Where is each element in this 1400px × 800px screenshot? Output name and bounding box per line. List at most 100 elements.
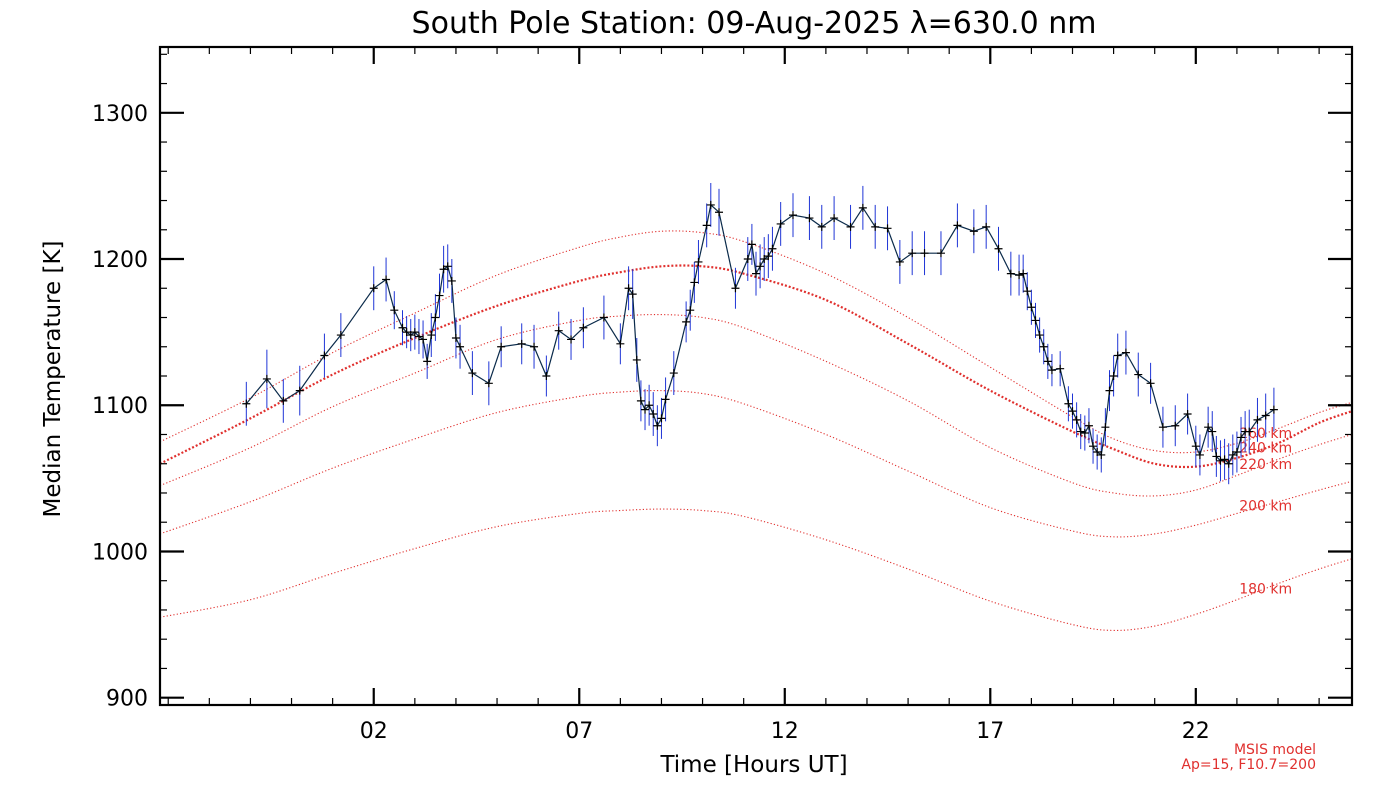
- data-point: [1228, 450, 1237, 459]
- data-point: [1261, 411, 1270, 420]
- data-point: [423, 357, 432, 366]
- x-tick-label: 17: [976, 719, 1004, 744]
- model-label-180-km: 180 km: [1239, 581, 1292, 597]
- data-point: [641, 405, 650, 414]
- data-point: [599, 313, 608, 322]
- data-point: [669, 369, 678, 378]
- data-point: [661, 395, 670, 404]
- x-tick-label: 22: [1182, 719, 1210, 744]
- data-point: [414, 332, 423, 341]
- data-point: [624, 284, 633, 293]
- data-point: [908, 249, 917, 258]
- data-point: [1097, 450, 1106, 459]
- data-point: [1019, 269, 1028, 278]
- data-point: [628, 290, 637, 299]
- data-point: [632, 355, 641, 364]
- data-point: [443, 262, 452, 271]
- data-point: [1232, 448, 1241, 457]
- data-point: [743, 255, 752, 264]
- data-point: [390, 306, 399, 315]
- x-tick-label: 07: [565, 719, 593, 744]
- data-point: [1237, 433, 1246, 442]
- data-point: [435, 291, 444, 300]
- data-point: [1105, 386, 1114, 395]
- data-point: [1224, 459, 1233, 468]
- observation-series: [242, 182, 1278, 485]
- y-tick-label: 900: [106, 687, 148, 712]
- data-point: [1158, 423, 1167, 432]
- data-point: [1006, 269, 1015, 278]
- data-point: [1047, 366, 1056, 375]
- y-axis-label: Median Temperature [K]: [40, 241, 66, 518]
- data-point: [1023, 287, 1032, 296]
- data-point: [694, 257, 703, 266]
- data-point: [649, 410, 658, 419]
- data-point: [756, 262, 765, 271]
- data-point: [846, 222, 855, 231]
- data-point: [788, 211, 797, 220]
- data-point: [1171, 421, 1180, 430]
- data-point: [456, 342, 465, 351]
- data-point: [1245, 427, 1254, 436]
- data-point: [1195, 450, 1204, 459]
- data-point: [567, 335, 576, 344]
- data-point: [1035, 331, 1044, 340]
- data-point: [858, 203, 867, 212]
- data-point: [451, 333, 460, 342]
- data-point: [895, 257, 904, 266]
- data-point: [776, 219, 785, 228]
- data-point: [382, 275, 391, 284]
- data-point: [439, 265, 448, 274]
- data-point: [1068, 407, 1077, 416]
- data-point: [760, 255, 769, 264]
- data-point: [530, 342, 539, 351]
- data-point: [431, 313, 440, 322]
- data-point: [982, 222, 991, 231]
- data-point: [1089, 442, 1098, 451]
- data-point: [871, 222, 880, 231]
- data-point: [1064, 399, 1073, 408]
- data-point: [295, 386, 304, 395]
- data-point: [994, 244, 1003, 253]
- data-point: [715, 208, 724, 217]
- data-point: [1072, 415, 1081, 424]
- data-point: [764, 252, 773, 261]
- observation-line: [245, 203, 1275, 465]
- data-point: [1109, 372, 1118, 380]
- y-tick-label: 1200: [92, 248, 148, 273]
- data-point: [883, 224, 892, 233]
- data-point: [936, 249, 945, 258]
- data-point: [1027, 303, 1036, 312]
- y-tick-label: 1000: [92, 540, 148, 565]
- data-point: [1101, 423, 1110, 432]
- data-point: [1208, 427, 1217, 436]
- data-point: [1183, 410, 1192, 419]
- data-point: [768, 244, 777, 253]
- data-point: [706, 200, 715, 209]
- model-label-200-km: 200 km: [1239, 498, 1292, 514]
- data-point: [468, 369, 477, 378]
- chart-title: South Pole Station: 09-Aug-2025 λ=630.0 …: [412, 6, 1097, 41]
- data-point: [830, 214, 839, 223]
- data-point: [410, 328, 419, 337]
- data-point: [817, 222, 826, 231]
- data-point: [690, 278, 699, 287]
- data-point: [752, 269, 760, 278]
- data-point: [1253, 415, 1262, 424]
- data-point: [406, 331, 415, 340]
- model-curve-220-km: [159, 313, 1353, 497]
- data-point: [1191, 442, 1200, 451]
- model-name-label: MSIS model: [1234, 742, 1316, 758]
- plot-frame: [158, 45, 1354, 707]
- model-curve-200-km: [159, 390, 1353, 538]
- data-point: [645, 401, 654, 410]
- data-point: [747, 240, 756, 249]
- data-point: [554, 326, 563, 335]
- data-point: [484, 379, 493, 388]
- x-tick-label: 12: [771, 719, 799, 744]
- model-label-240-km: 240 km: [1239, 441, 1292, 457]
- data-point: [920, 249, 929, 258]
- data-point: [517, 339, 526, 348]
- data-point: [702, 221, 711, 230]
- data-point: [242, 399, 251, 408]
